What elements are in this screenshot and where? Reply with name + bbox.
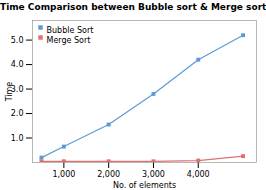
svg-text:1.0: 1.0 <box>11 134 24 143</box>
svg-text:No. of elements: No. of elements <box>113 181 176 190</box>
svg-text:2.0: 2.0 <box>11 109 24 118</box>
svg-text:4.0: 4.0 <box>11 60 24 69</box>
svg-text:Bubble Sort: Bubble Sort <box>47 26 94 35</box>
svg-text:3,000: 3,000 <box>142 170 165 179</box>
svg-text:2,000: 2,000 <box>97 170 120 179</box>
svg-text:4,000: 4,000 <box>187 170 210 179</box>
svg-text:Merge Sort: Merge Sort <box>47 36 91 45</box>
svg-text:3.0: 3.0 <box>10 84 24 94</box>
svg-text:1,000: 1,000 <box>52 170 75 179</box>
html-text:Time Comparison between Bubble: Time Comparison between Bubble sort & Me… <box>0 2 266 12</box>
svg-text:5.0: 5.0 <box>11 36 24 45</box>
svg-text:Time: Time <box>5 82 14 103</box>
